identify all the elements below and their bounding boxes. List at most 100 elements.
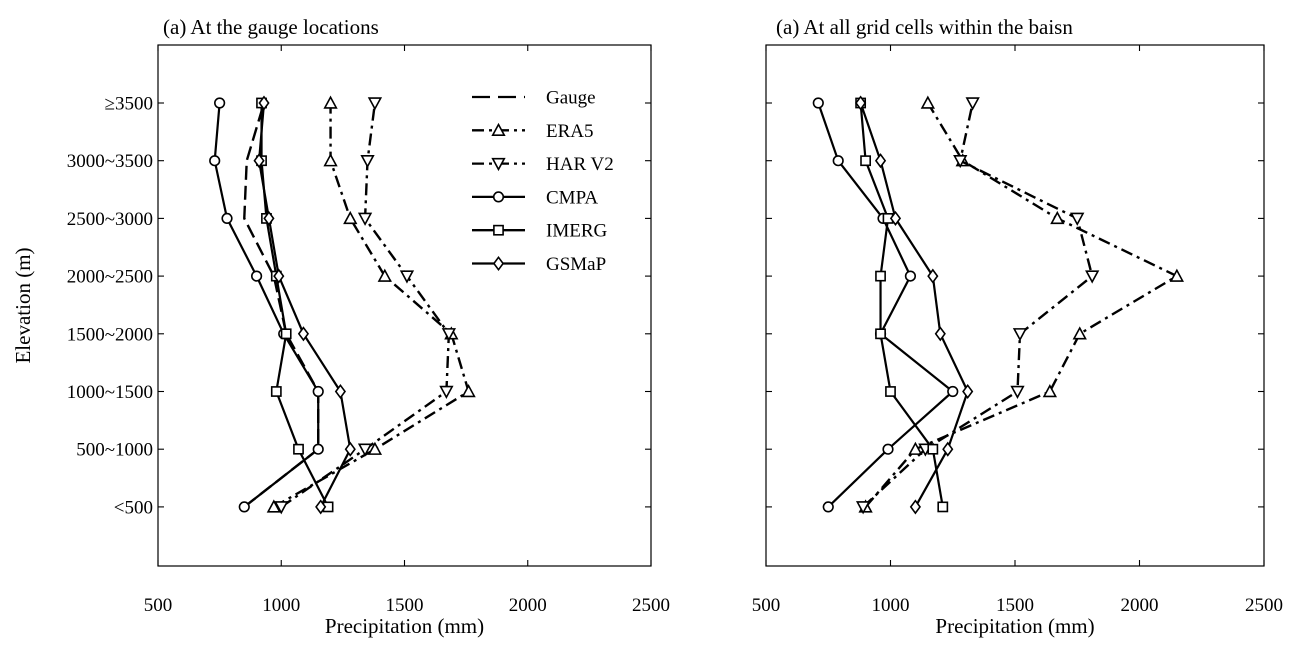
legend-label-gsmap: GSMaP xyxy=(546,254,606,275)
point-imerg-2000-2500 xyxy=(875,270,886,282)
x-tick-label-2000: 2000 xyxy=(1121,595,1159,616)
legend-marker-cmpa xyxy=(492,191,505,203)
point-gsmap-lt500 xyxy=(315,499,327,515)
point-gsmap-ge3500 xyxy=(258,95,270,111)
point-gsmap-lt500 xyxy=(909,499,921,515)
legend-item-era5: ERA5 xyxy=(472,121,594,142)
point-era5-2000-2500 xyxy=(1169,268,1184,282)
series-line-cmpa xyxy=(213,102,320,508)
point-gsmap-2000-2500 xyxy=(273,268,285,284)
point-har-v2-2500-3000 xyxy=(1070,212,1085,226)
legend-item-gauge: Gauge xyxy=(472,88,596,109)
y-tick-label-3000-3500: 3000~3500 xyxy=(67,151,153,172)
point-har-v2-500-1000 xyxy=(357,443,373,457)
point-gsmap-1000-1500 xyxy=(962,383,974,400)
legend-label-har-v2: HAR V2 xyxy=(546,154,614,175)
x-tick-label-500: 500 xyxy=(144,595,173,616)
point-har-v2-1500-2000 xyxy=(1012,328,1028,342)
point-har-v2-1500-2000 xyxy=(441,328,457,342)
point-era5-500-1000 xyxy=(367,441,383,455)
legend-label-cmpa: CMPA xyxy=(546,187,598,208)
point-cmpa-ge3500 xyxy=(812,97,824,109)
series-line-cmpa xyxy=(817,102,954,508)
series-era5 xyxy=(858,95,1184,513)
point-cmpa-lt500 xyxy=(238,501,250,513)
legend-label-era5: ERA5 xyxy=(546,121,594,142)
x-tick-label-2500: 2500 xyxy=(632,595,670,616)
axes-frame xyxy=(765,44,1265,567)
y-tick-label-lt500: <500 xyxy=(114,497,153,518)
point-gsmap-2500-3000 xyxy=(263,210,275,226)
x-tick-label-500: 500 xyxy=(752,595,781,616)
point-cmpa-1000-1500 xyxy=(947,385,959,398)
point-gsmap-1500-2000 xyxy=(934,326,946,342)
x-tick-label-1500: 1500 xyxy=(996,595,1034,616)
y-tick-label-2500-3000: 2500~3000 xyxy=(67,209,153,230)
point-har-v2-2000-2500 xyxy=(399,270,415,284)
point-imerg-1000-1500 xyxy=(270,386,282,397)
series-line-era5 xyxy=(273,103,470,508)
point-era5-ge3500 xyxy=(920,95,935,109)
point-era5-1000-1500 xyxy=(1042,384,1058,398)
y-axis-label: Elevation (m) xyxy=(11,247,35,363)
legend-item-cmpa: CMPA xyxy=(472,187,598,208)
point-gsmap-3000-3500 xyxy=(253,153,265,169)
point-cmpa-3000-3500 xyxy=(832,155,844,167)
legend-marker-era5 xyxy=(491,122,506,137)
point-gsmap-3000-3500 xyxy=(874,153,887,169)
point-imerg-1000-1500 xyxy=(885,386,896,397)
point-imerg-1500-2000 xyxy=(280,328,292,340)
legend-item-gsmap: GSMaP xyxy=(472,254,606,275)
y-tick-label-ge3500: ≥3500 xyxy=(105,94,153,115)
point-cmpa-500-1000 xyxy=(312,443,324,455)
point-era5-2000-2500 xyxy=(377,268,392,282)
point-imerg-500-1000 xyxy=(927,443,939,455)
x-tick-label-2000: 2000 xyxy=(509,595,547,616)
point-era5-1500-2000 xyxy=(1072,326,1087,340)
series-cmpa xyxy=(812,97,959,513)
y-tick-label-1500-2000: 1500~2000 xyxy=(67,324,153,345)
panel-all-grid-cells: (a) At all grid cells within the baisn 50… xyxy=(752,15,1283,638)
point-har-v2-1000-1500 xyxy=(1010,385,1025,399)
series-era5 xyxy=(266,95,476,513)
legend-label-gauge: Gauge xyxy=(546,88,596,109)
point-har-v2-lt500 xyxy=(274,501,289,515)
series-gsmap xyxy=(253,95,356,515)
x-axis-label: Precipitation (mm) xyxy=(935,614,1094,638)
point-era5-500-1000 xyxy=(908,441,923,455)
point-har-v2-2000-2500 xyxy=(1085,270,1100,284)
x-tick-label-1500: 1500 xyxy=(386,595,424,616)
legend-marker-har-v2 xyxy=(491,157,506,172)
legend-marker-imerg xyxy=(493,224,504,236)
legend-item-har-v2: HAR V2 xyxy=(472,154,614,175)
legend: Gauge ERA5 HAR V2 CMPA IMERG GSMaP xyxy=(472,88,614,275)
point-cmpa-2500-3000 xyxy=(221,212,233,224)
series-line-era5 xyxy=(864,102,1179,508)
point-era5-lt500 xyxy=(266,499,281,513)
point-imerg-3000-3500 xyxy=(860,155,871,167)
series-line-imerg xyxy=(260,103,330,508)
series-line-gsmap xyxy=(859,102,969,508)
point-gsmap-ge3500 xyxy=(855,95,867,111)
point-imerg-1500-2000 xyxy=(875,328,886,340)
point-era5-3000-3500 xyxy=(323,153,338,167)
point-har-v2-2500-3000 xyxy=(357,212,373,226)
legend-label-imerg: IMERG xyxy=(546,221,608,242)
point-gsmap-1000-1500 xyxy=(334,383,347,400)
point-har-v2-1000-1500 xyxy=(439,385,454,399)
point-gsmap-500-1000 xyxy=(344,441,356,457)
x-axis-label: Precipitation (mm) xyxy=(325,614,484,638)
x-tick-label-2500: 2500 xyxy=(1245,595,1283,616)
point-cmpa-3000-3500 xyxy=(209,155,221,167)
series-imerg xyxy=(855,97,949,513)
series-line-har-v2 xyxy=(862,102,1094,508)
chart-title: (a) At the gauge locations xyxy=(163,15,379,39)
point-era5-1000-1500 xyxy=(461,384,476,398)
point-gsmap-2500-3000 xyxy=(889,210,902,226)
y-tick-label-500-1000: 500~1000 xyxy=(76,440,153,461)
point-gsmap-500-1000 xyxy=(942,441,954,457)
point-gsmap-1500-2000 xyxy=(297,326,310,342)
series-line-har-v2 xyxy=(280,102,451,508)
point-cmpa-lt500 xyxy=(822,501,834,513)
